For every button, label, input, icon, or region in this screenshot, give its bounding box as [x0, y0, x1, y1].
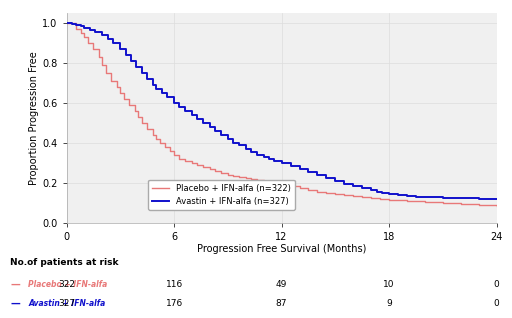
Text: 176: 176: [165, 299, 183, 308]
Y-axis label: Proportion Progression Free: Proportion Progression Free: [29, 51, 39, 184]
Text: 0: 0: [494, 299, 500, 308]
Text: Avastin + IFN-alfa: Avastin + IFN-alfa: [28, 299, 105, 308]
Text: No.of patients at risk: No.of patients at risk: [10, 258, 119, 267]
Text: 87: 87: [276, 299, 287, 308]
Text: 327: 327: [58, 299, 75, 308]
X-axis label: Progression Free Survival (Months): Progression Free Survival (Months): [197, 245, 366, 254]
Text: Placebo + IFN-alfa: Placebo + IFN-alfa: [28, 280, 108, 289]
Text: 322: 322: [58, 280, 75, 289]
Text: —: —: [10, 299, 20, 309]
Text: 49: 49: [276, 280, 287, 289]
Text: —: —: [10, 280, 20, 290]
Legend: Placebo + IFN-alfa (n=322), Avastin + IFN-alfa (n=327): Placebo + IFN-alfa (n=322), Avastin + IF…: [148, 180, 295, 210]
Text: 0: 0: [494, 280, 500, 289]
Text: 9: 9: [386, 299, 392, 308]
Text: 116: 116: [165, 280, 183, 289]
Text: 10: 10: [383, 280, 395, 289]
